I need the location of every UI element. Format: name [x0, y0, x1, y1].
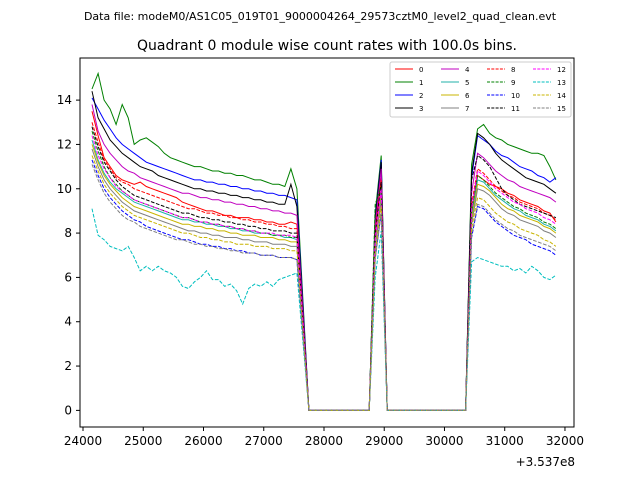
legend-label: 14: [557, 92, 566, 100]
legend-label: 12: [557, 66, 566, 74]
legend-label: 2: [419, 92, 423, 100]
plot-lines: [91, 71, 557, 411]
x-tick-label: 25000: [124, 434, 162, 448]
x-tick-label: 28000: [305, 434, 343, 448]
y-tick-label: 0: [64, 403, 72, 417]
axes: 24000 25000 26000 27000 28000 29000 30000 31000…: [57, 93, 584, 448]
legend-label: 3: [419, 105, 423, 113]
series-line-3: [91, 91, 557, 411]
legend-label: 5: [465, 79, 469, 87]
chart-title: Quadrant 0 module wise count rates with …: [137, 38, 517, 54]
series-line-10: [91, 159, 557, 411]
plot-frame: [79, 57, 575, 428]
y-tick-label: 10: [57, 182, 72, 196]
x-offset-label: +3.537e8: [516, 455, 575, 469]
legend-label: 1: [419, 79, 423, 87]
series-line-1: [91, 71, 557, 411]
legend-label: 8: [511, 66, 515, 74]
series-line-14: [91, 155, 557, 411]
series-line-5: [91, 139, 557, 411]
legend-box: [389, 61, 572, 118]
y-tick-label: 6: [64, 270, 72, 284]
suptitle: Data file: modeM0/AS1C05_019T01_90000042…: [84, 10, 557, 23]
y-tick-label: 2: [64, 359, 72, 373]
legend-label: 9: [511, 79, 515, 87]
y-tick-label: 8: [64, 226, 72, 240]
legend-label: 6: [465, 92, 470, 100]
x-tick-label: 27000: [245, 434, 283, 448]
series-line-8: [91, 122, 557, 411]
x-tick-label: 26000: [184, 434, 222, 448]
series-line-15: [91, 164, 557, 411]
x-tick-label: 29000: [365, 434, 403, 448]
legend-label: 13: [557, 79, 566, 87]
series-line-11: [91, 126, 557, 411]
legend-label: 11: [511, 105, 520, 113]
x-tick-label: 32000: [546, 434, 584, 448]
series-line-2: [91, 97, 557, 411]
x-tick-label: 24000: [64, 434, 102, 448]
legend-label: 10: [511, 92, 520, 100]
legend-label: 0: [419, 66, 423, 74]
legend-label: 15: [557, 105, 566, 113]
series-line-6: [91, 144, 557, 411]
y-tick-label: 14: [57, 93, 72, 107]
y-tick-label: 12: [57, 137, 72, 151]
legend-label: 4: [465, 66, 470, 74]
x-tick-label: 30000: [425, 434, 463, 448]
legend-label: 7: [465, 105, 469, 113]
series-line-13: [91, 208, 557, 411]
series-line-9: [91, 130, 557, 411]
x-tick-label: 31000: [486, 434, 524, 448]
y-tick-label: 4: [64, 315, 72, 329]
